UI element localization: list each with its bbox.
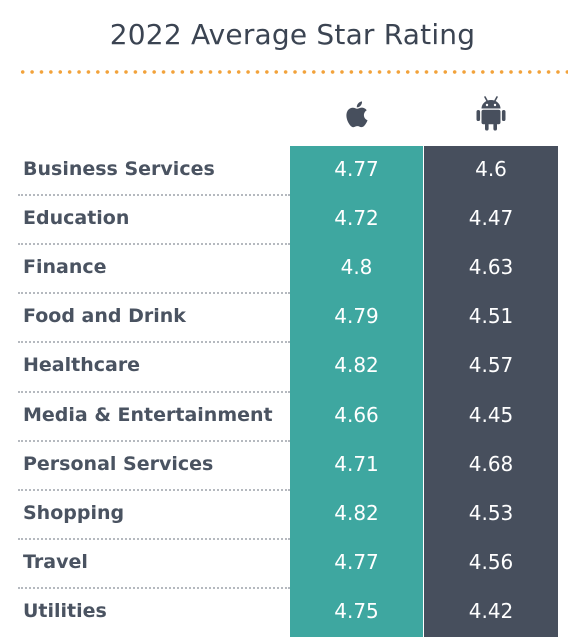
ios-rating-value: 4.72 — [334, 206, 379, 231]
ios-rating-value: 4.8 — [340, 255, 373, 280]
android-rating-value: 4.51 — [468, 304, 514, 329]
category-label: Travel — [23, 550, 88, 573]
table-row: Personal Services 4.71 4.68 — [18, 441, 558, 490]
ios-rating-value: 4.82 — [334, 500, 379, 525]
category-label: Shopping — [23, 501, 125, 524]
table-row: Travel 4.77 4.56 — [18, 539, 558, 588]
category-label: Business Services — [23, 158, 215, 180]
android-rating-value: 4.6 — [475, 157, 507, 181]
android-rating-value: 4.57 — [468, 353, 514, 378]
row-separator — [18, 586, 290, 589]
category-label: Finance — [23, 256, 107, 279]
table-row: Utilities 4.75 4.42 — [18, 588, 558, 637]
table-row: Business Services 4.77 4.6 — [18, 146, 558, 195]
row-separator — [18, 194, 290, 197]
table-row: Healthcare 4.82 4.57 — [18, 342, 558, 391]
android-rating-value: 4.68 — [468, 451, 514, 476]
ios-rating-value: 4.82 — [334, 353, 379, 378]
table-row: Finance 4.8 4.63 — [18, 244, 558, 293]
category-label: Food and Drink — [23, 305, 186, 328]
dotted-divider — [18, 70, 568, 74]
android-icon — [476, 96, 506, 131]
android-rating-value: 4.47 — [468, 206, 514, 231]
category-label: Education — [23, 207, 130, 230]
row-separator — [18, 488, 290, 491]
table-row: Food and Drink 4.79 4.51 — [18, 293, 558, 342]
android-rating-value: 4.53 — [468, 500, 514, 525]
ios-rating-value: 4.77 — [334, 549, 379, 574]
android-rating-value: 4.56 — [468, 549, 514, 574]
android-rating-value: 4.42 — [468, 598, 514, 623]
category-label: Healthcare — [23, 354, 141, 377]
ios-rating-value: 4.77 — [334, 157, 379, 181]
ios-column — [290, 146, 423, 637]
row-separator — [18, 292, 290, 295]
row-separator — [18, 390, 290, 393]
table-row: Media & Entertainment 4.66 4.45 — [18, 392, 558, 441]
ios-rating-value: 4.71 — [334, 451, 379, 476]
ios-rating-value: 4.75 — [334, 598, 379, 623]
table-row: Shopping 4.82 4.53 — [18, 490, 558, 539]
row-separator — [18, 243, 290, 246]
ios-rating-value: 4.66 — [334, 402, 379, 427]
category-label: Personal Services — [23, 452, 214, 475]
chart-title: 2022 Average Star Rating — [109, 18, 476, 51]
category-label: Utilities — [23, 599, 107, 622]
row-separator — [18, 537, 290, 540]
android-rating-value: 4.45 — [468, 402, 514, 427]
android-rating-value: 4.63 — [468, 255, 514, 280]
row-separator — [18, 341, 290, 344]
ios-rating-value: 4.79 — [334, 304, 379, 329]
apple-icon — [346, 101, 368, 128]
table-row: Education 4.72 4.47 — [18, 195, 558, 244]
android-column — [424, 146, 558, 637]
row-separator — [18, 439, 290, 442]
category-label: Media & Entertainment — [23, 403, 273, 426]
